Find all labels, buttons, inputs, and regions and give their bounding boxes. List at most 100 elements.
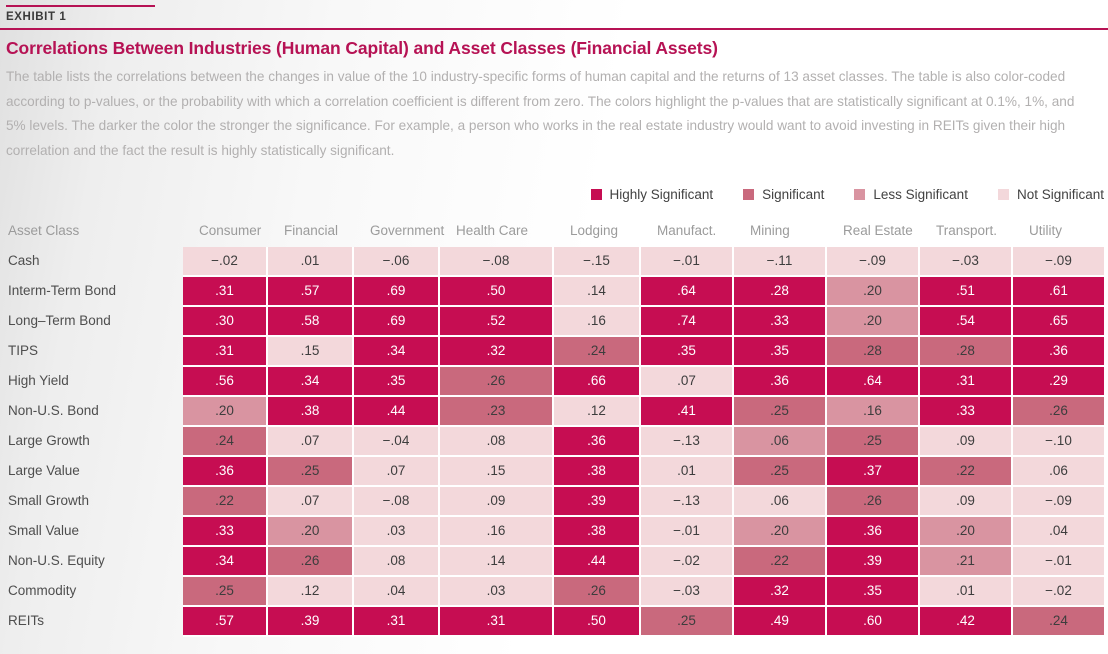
row-label: Cash [8, 253, 40, 268]
table-row: Non-U.S. Equity .34.26.08.14.44 −.02.22.39… [0, 547, 1108, 577]
correlation-cell: −.01 [641, 247, 734, 277]
correlation-cell: −.09 [827, 247, 920, 277]
correlation-cell: .49 [734, 607, 827, 637]
column-header: Manufact. [657, 223, 717, 238]
legend-label: Highly Significant [609, 187, 714, 202]
column-header: Health Care [456, 223, 529, 238]
row-label: Small Growth [8, 493, 90, 508]
correlation-cell: −.02 [183, 247, 268, 277]
correlation-cell: .36 [734, 367, 827, 397]
legend-swatch-icon [743, 189, 755, 200]
correlation-cell: .61 [1013, 277, 1106, 307]
correlation-cell: .33 [183, 517, 268, 547]
correlation-cell: −.06 [354, 247, 440, 277]
correlation-cell: .28 [734, 277, 827, 307]
correlation-cell: −.08 [440, 247, 554, 277]
correlation-cell: .24 [183, 427, 268, 457]
correlation-cell: .57 [183, 607, 268, 637]
correlation-cell: .26 [268, 547, 354, 577]
row-label: Long–Term Bond [8, 313, 111, 328]
row-label: Large Value [8, 463, 80, 478]
correlation-cell: .39 [554, 487, 641, 517]
correlation-cell: .36 [1013, 337, 1106, 367]
legend-swatch-icon [997, 189, 1009, 200]
correlation-cell: .44 [354, 397, 440, 427]
correlation-cell: .31 [183, 277, 268, 307]
correlation-cell: .65 [1013, 307, 1106, 337]
row-label: Interm-Term Bond [8, 283, 117, 298]
correlation-cell: .32 [440, 337, 554, 367]
correlation-cell: .31 [183, 337, 268, 367]
correlation-cell: .31 [920, 367, 1013, 397]
table-row: Large Growth .24.07 −.04.08.36 −.13.06.25.0… [0, 427, 1108, 457]
correlation-cell: −.03 [641, 577, 734, 607]
correlation-cell: −.01 [641, 517, 734, 547]
exhibit-tag: EXHIBIT 1 [6, 11, 67, 23]
exhibit-title: Correlations Between Industries (Human C… [6, 38, 718, 58]
legend-label: Not Significant [1016, 187, 1104, 202]
correlation-cell: .30 [183, 307, 268, 337]
correlation-cell: .14 [554, 277, 641, 307]
correlation-cell: .36 [827, 517, 920, 547]
table-row: REITs .57.39.31.31.50.25.49.60.42.24 [0, 607, 1108, 637]
column-header: Lodging [570, 223, 619, 238]
column-header: Mining [750, 223, 790, 238]
correlation-cell: .33 [734, 307, 827, 337]
header-row: Asset Class Consumer Financial Government He… [0, 220, 1108, 242]
correlation-cell: .69 [354, 307, 440, 337]
correlation-cell: .04 [1013, 517, 1106, 547]
legend-item: Significant [743, 187, 824, 202]
correlation-cell: −.13 [641, 427, 734, 457]
row-label: REITs [8, 613, 45, 628]
table-row: Long–Term Bond .30.58.69.52.16.74.33.20.5… [0, 307, 1108, 337]
correlation-cell: −.08 [354, 487, 440, 517]
correlation-cell: .14 [440, 547, 554, 577]
table-row: High Yield .56.34.35.26.66.07.36.64.31.29 [0, 367, 1108, 397]
legend-label: Less Significant [873, 187, 968, 202]
correlation-cell: .66 [554, 367, 641, 397]
row-label: Non-U.S. Bond [8, 403, 99, 418]
correlation-cell: .07 [354, 457, 440, 487]
correlation-cell: .20 [827, 307, 920, 337]
correlation-cell: .06 [734, 487, 827, 517]
correlation-cell: .24 [554, 337, 641, 367]
correlation-cell: .56 [183, 367, 268, 397]
correlation-cell: .57 [268, 277, 354, 307]
correlation-cell: .07 [268, 487, 354, 517]
correlation-cell: .20 [268, 517, 354, 547]
correlation-cell: .35 [354, 367, 440, 397]
legend-item: Highly Significant [590, 187, 714, 202]
correlation-cell: −.10 [1013, 427, 1106, 457]
correlation-cell: .36 [554, 427, 641, 457]
exhibit-rule-short [6, 5, 155, 7]
correlation-cell: .50 [440, 277, 554, 307]
correlation-cell: .37 [827, 457, 920, 487]
correlation-cell: .25 [734, 457, 827, 487]
correlation-cell: .23 [440, 397, 554, 427]
exhibit-description: The table lists the correlations between… [6, 69, 1075, 158]
exhibit-rule-full [0, 28, 1108, 30]
correlation-cell: .20 [183, 397, 268, 427]
table-row: Commodity .25.12.04.03.26 −.03.32.35.01 −.0… [0, 577, 1108, 607]
correlation-cell: .64 [827, 367, 920, 397]
correlation-cell: .09 [440, 487, 554, 517]
correlation-cell: −.09 [1013, 487, 1106, 517]
correlation-cell: .39 [827, 547, 920, 577]
row-label: Non-U.S. Equity [8, 553, 105, 568]
column-header: Government [370, 223, 445, 238]
row-label: Large Growth [8, 433, 90, 448]
correlation-cell: .28 [827, 337, 920, 367]
correlation-cell: .38 [554, 457, 641, 487]
correlation-cell: .42 [920, 607, 1013, 637]
correlation-cell: .25 [641, 607, 734, 637]
table-row: TIPS .31.15.34.32.24.35.35.28.28.36 [0, 337, 1108, 367]
correlation-cell: .24 [1013, 607, 1106, 637]
correlation-cell: −.03 [920, 247, 1013, 277]
correlation-cell: .38 [268, 397, 354, 427]
correlation-cell: .22 [920, 457, 1013, 487]
table-row: Interm-Term Bond .31.57.69.50.14.64.28.20… [0, 277, 1108, 307]
correlation-cell: .69 [354, 277, 440, 307]
correlation-cell: .35 [734, 337, 827, 367]
correlation-cell: .22 [183, 487, 268, 517]
correlation-cell: .01 [268, 247, 354, 277]
